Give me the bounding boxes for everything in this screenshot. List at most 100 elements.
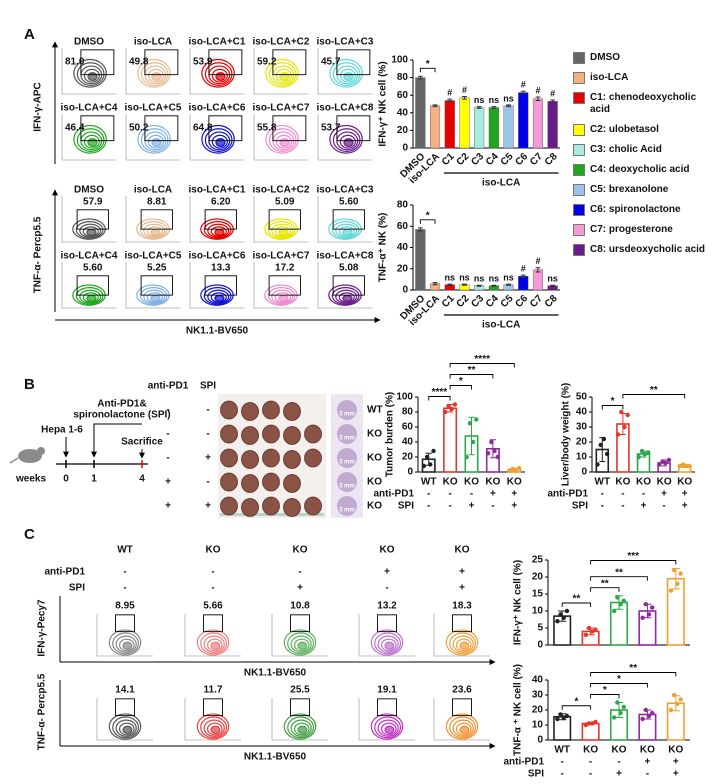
contour: [283, 629, 317, 656]
flow-plot: 49.8: [125, 48, 180, 95]
data-point: [675, 701, 680, 707]
contour: [275, 68, 292, 83]
data-point: [421, 463, 427, 469]
error-bar: [520, 274, 526, 278]
row-sign: +: [682, 489, 688, 500]
group-label: KO: [455, 545, 470, 556]
contour: [137, 124, 171, 154]
legend-swatch: [573, 124, 585, 136]
flow-frame: [125, 114, 180, 161]
gate-value: 18.3: [452, 601, 472, 612]
flow-frame: [184, 698, 241, 741]
sample-name: iso-LCA+C3: [317, 37, 374, 48]
legend-item: DMSO: [573, 52, 715, 64]
row-name: SPI: [398, 501, 414, 512]
error-bar: [417, 75, 423, 80]
flow-plot: 5.08: [317, 262, 372, 309]
contour: [215, 72, 226, 81]
y-tick-label: 60: [402, 422, 414, 433]
y-tick-label: 20: [402, 452, 414, 463]
flow-frame: [125, 196, 180, 243]
contour: [204, 62, 233, 87]
contour: [380, 722, 397, 736]
y-tick-label: 60: [397, 221, 409, 232]
contour: [339, 134, 356, 149]
gate: [140, 209, 173, 230]
mouse-icon: [9, 457, 19, 464]
data-point: [672, 692, 677, 698]
data-point: [513, 469, 519, 474]
bar: [532, 98, 544, 149]
significance-label: *: [574, 696, 578, 707]
row-sign: -: [642, 489, 645, 500]
gate: [332, 209, 365, 230]
row-sign: +: [616, 769, 622, 780]
tumor: [220, 424, 238, 444]
gate: [203, 698, 223, 717]
legend-swatch: [573, 204, 585, 216]
treatment-sign: -: [298, 567, 301, 578]
contour: [215, 138, 226, 147]
data-point: [619, 409, 624, 415]
y-tick-label: 10: [576, 452, 588, 463]
gate: [208, 115, 243, 142]
tumor: [220, 472, 238, 492]
error-bar: [506, 283, 511, 286]
y-tick-label: 0: [537, 735, 543, 746]
contour: [370, 629, 404, 656]
contour: [211, 68, 228, 83]
row-sign: +: [644, 757, 650, 768]
y-axis-label: TNF-α- Percp5.5: [37, 673, 48, 750]
data-point: [485, 451, 491, 456]
data-point: [678, 697, 683, 702]
significance-label: ns: [547, 274, 558, 284]
significance-label: **: [601, 578, 609, 589]
data-point: [618, 710, 623, 716]
gate-value: 57.9: [83, 197, 103, 208]
y-tick-label: 20: [532, 572, 544, 583]
contour: [293, 638, 310, 652]
contour: [204, 128, 233, 153]
x-tick-label: WT: [554, 745, 570, 756]
y-tick-label: 50: [576, 392, 588, 403]
timeline-tick-label: 0: [63, 474, 69, 485]
error-bar: [462, 96, 467, 100]
data-point: [583, 632, 588, 637]
contour: [115, 719, 137, 737]
contour: [279, 138, 290, 147]
flow-frame: [317, 196, 372, 243]
significance-label: ns: [474, 95, 485, 105]
data-point: [424, 454, 430, 460]
contour: [267, 287, 296, 305]
error-bar: [417, 227, 423, 232]
sample-name: iso-LCA+C1: [189, 185, 246, 196]
contour: [271, 223, 294, 238]
contour: [115, 635, 137, 653]
significance-label: ns: [503, 273, 514, 283]
y-axis-label: Liver/body weight (%): [561, 383, 572, 486]
flow-frame: [96, 614, 153, 657]
error-bar: [550, 99, 556, 104]
legend-swatch: [573, 92, 585, 104]
contour: [79, 223, 102, 238]
row-sign: -: [427, 489, 430, 500]
flow-plot: 81.0: [61, 48, 116, 95]
data-point: [621, 704, 626, 710]
legend-label: C8: ursdeoxycholic acid: [590, 244, 706, 255]
tumor: [241, 402, 259, 421]
tumor: [262, 400, 280, 420]
x-tick-label: WT: [595, 477, 611, 488]
tumor: [283, 450, 301, 469]
error-bar: [432, 282, 438, 286]
tumor: [241, 426, 259, 445]
timeline-treatment: spironolactone (SPI): [73, 410, 170, 421]
group-label: KO: [380, 545, 395, 556]
contour: [335, 223, 358, 238]
sample-name: iso-LCA+C8: [317, 251, 374, 262]
gate-value: 55.8: [257, 122, 277, 133]
row-name: anti-PD1: [503, 757, 544, 768]
contour: [267, 221, 296, 239]
contour: [147, 68, 164, 83]
row-sign: -: [491, 501, 494, 512]
contour: [146, 226, 163, 237]
